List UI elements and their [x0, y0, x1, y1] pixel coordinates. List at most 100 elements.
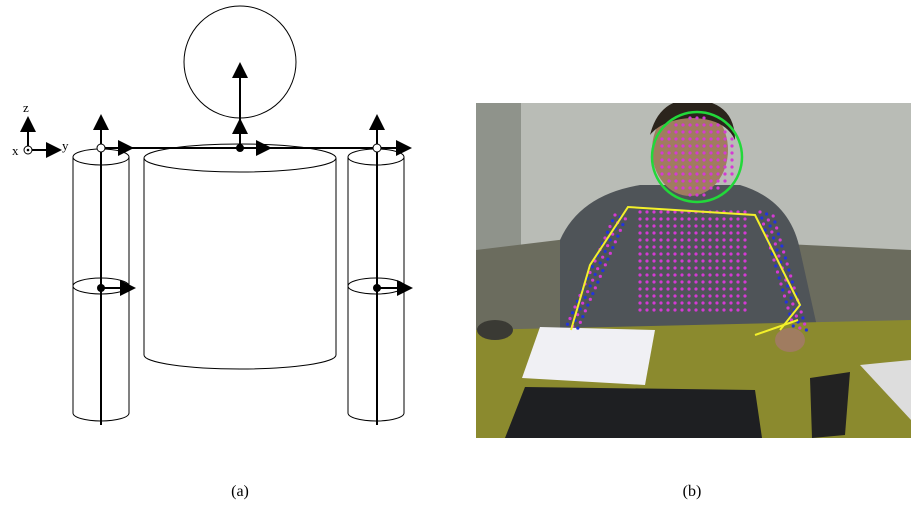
- particle: [680, 252, 683, 255]
- particle: [659, 308, 662, 311]
- particle: [666, 308, 669, 311]
- particle: [722, 273, 725, 276]
- caption: (a): [231, 483, 249, 500]
- particle: [722, 294, 725, 297]
- particle: [645, 245, 648, 248]
- particle: [645, 231, 648, 234]
- particle: [645, 252, 648, 255]
- particle: [715, 224, 718, 227]
- particle: [743, 280, 746, 283]
- particle: [645, 238, 648, 241]
- figure: z x y (a) (b): [0, 0, 911, 510]
- particle: [601, 256, 604, 259]
- particle: [722, 238, 725, 241]
- particle: [722, 266, 725, 269]
- particle: [674, 186, 677, 189]
- particle: [674, 144, 677, 147]
- particle: [729, 266, 732, 269]
- particle: [566, 323, 569, 326]
- particle: [743, 245, 746, 248]
- particle: [694, 252, 697, 255]
- particle: [688, 158, 691, 161]
- particle: [659, 287, 662, 290]
- particle: [680, 217, 683, 220]
- particle: [666, 259, 669, 262]
- particle: [715, 301, 718, 304]
- particle: [786, 284, 789, 287]
- particle: [694, 280, 697, 283]
- particle: [722, 301, 725, 304]
- particle: [687, 217, 690, 220]
- particle: [701, 280, 704, 283]
- particle: [681, 179, 684, 182]
- particle: [681, 123, 684, 126]
- particle: [667, 144, 670, 147]
- particle: [652, 210, 655, 213]
- particle: [702, 193, 705, 196]
- particle: [777, 254, 780, 257]
- particle: [716, 172, 719, 175]
- particle: [638, 294, 641, 297]
- particle: [783, 294, 786, 297]
- particle: [638, 301, 641, 304]
- particle: [589, 284, 592, 287]
- particle: [743, 210, 746, 213]
- particle: [776, 270, 779, 273]
- caption: (b): [683, 483, 702, 500]
- particle: [638, 266, 641, 269]
- particle: [652, 294, 655, 297]
- particle: [687, 280, 690, 283]
- particle: [659, 245, 662, 248]
- particle: [576, 326, 579, 329]
- particle: [568, 317, 571, 320]
- particle: [681, 137, 684, 140]
- particle: [611, 246, 614, 249]
- particle: [767, 218, 770, 221]
- particle: [687, 231, 690, 234]
- particle: [702, 151, 705, 154]
- particle: [702, 130, 705, 133]
- particle: [694, 308, 697, 311]
- particle: [694, 294, 697, 297]
- mouse: [477, 320, 513, 340]
- particle: [701, 287, 704, 290]
- particle: [652, 266, 655, 269]
- particle: [652, 231, 655, 234]
- particle: [687, 238, 690, 241]
- particle: [736, 294, 739, 297]
- particle: [614, 240, 617, 243]
- particle: [695, 144, 698, 147]
- particle: [667, 172, 670, 175]
- particle: [701, 273, 704, 276]
- particle: [723, 172, 726, 175]
- particle: [723, 179, 726, 182]
- particle: [645, 280, 648, 283]
- particle: [652, 259, 655, 262]
- particle: [743, 287, 746, 290]
- particle: [715, 308, 718, 311]
- particle: [701, 217, 704, 220]
- particle: [702, 165, 705, 168]
- particle: [659, 224, 662, 227]
- particle: [688, 179, 691, 182]
- particle: [666, 294, 669, 297]
- particle: [730, 158, 733, 161]
- particle: [652, 287, 655, 290]
- particle: [775, 226, 778, 229]
- particle: [716, 144, 719, 147]
- particle: [599, 275, 602, 278]
- particle: [695, 158, 698, 161]
- particle: [743, 259, 746, 262]
- particle: [659, 294, 662, 297]
- particle: [604, 250, 607, 253]
- particle: [729, 273, 732, 276]
- particle: [687, 224, 690, 227]
- particle: [652, 238, 655, 241]
- particle: [613, 213, 616, 216]
- particle: [666, 273, 669, 276]
- particle: [694, 231, 697, 234]
- axis-label: z: [23, 100, 29, 115]
- particle: [680, 266, 683, 269]
- particle: [729, 231, 732, 234]
- particle: [743, 301, 746, 304]
